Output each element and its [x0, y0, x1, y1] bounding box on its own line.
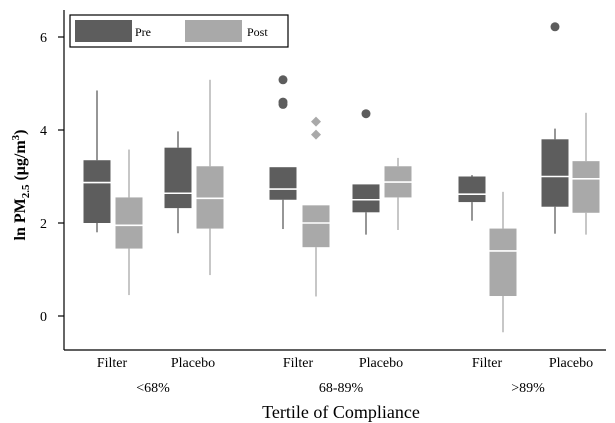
treatment-label: Placebo — [359, 356, 403, 371]
post-box — [572, 112, 600, 235]
post-box — [115, 149, 143, 296]
legend-swatch — [185, 20, 242, 42]
iqr-box — [115, 197, 143, 249]
y-tick-label: 2 — [40, 217, 47, 232]
treatment-label: Filter — [97, 356, 128, 371]
post-box — [196, 79, 224, 276]
y-axis-title-sup: 3 — [10, 134, 22, 140]
y-axis-title-close: ) — [12, 130, 29, 135]
x-labels: Filter Placebo<68%Filter Placebo68-89%Filt… — [97, 356, 593, 396]
y-tick-label: 4 — [40, 124, 47, 139]
legend-label: Post — [247, 25, 268, 39]
group-label: >89% — [511, 381, 545, 396]
y-axis-title: ln PM2.5 (μg/m3) — [10, 130, 32, 241]
pre-box — [164, 131, 192, 234]
outlier-point — [311, 129, 321, 140]
outlier-point — [311, 116, 321, 127]
iqr-box — [489, 228, 517, 297]
y-tick-label: 0 — [40, 310, 47, 325]
treatment-label: Filter — [283, 356, 314, 371]
post-box — [302, 116, 330, 297]
pre-box — [352, 109, 380, 235]
outlier-point — [278, 99, 288, 109]
outlier-point — [278, 75, 288, 85]
boxes — [83, 22, 600, 333]
iqr-box — [458, 176, 486, 203]
y-axis-title-text: ln PM2.5 (μg/m3) — [10, 130, 32, 241]
legend-label: Pre — [135, 25, 151, 39]
iqr-box — [541, 139, 569, 207]
y-axis-title-sub: 2.5 — [20, 184, 32, 198]
group-label: <68% — [136, 381, 170, 396]
outlier-point — [550, 22, 560, 32]
pre-box — [83, 90, 111, 233]
y-axis-title-unit: (μg/m — [12, 140, 29, 185]
pre-box — [541, 22, 569, 234]
y-axis-title-main: ln PM — [12, 198, 29, 240]
iqr-box — [572, 161, 600, 213]
pre-box — [269, 75, 297, 230]
iqr-box — [196, 166, 224, 229]
pre-box — [458, 175, 486, 221]
post-box — [489, 191, 517, 333]
group-label: 68-89% — [319, 381, 364, 396]
iqr-box — [164, 147, 192, 209]
treatment-label: Filter — [472, 356, 503, 371]
post-box — [384, 157, 412, 230]
iqr-box — [269, 167, 297, 200]
x-axis-title: Tertile of Compliance — [262, 402, 420, 422]
y-tick-label: 6 — [40, 31, 47, 46]
axes: 0 2 4 6 — [40, 10, 606, 351]
iqr-box — [352, 184, 380, 213]
treatment-label: Placebo — [171, 356, 215, 371]
iqr-box — [302, 205, 330, 248]
legend: Pre Post — [69, 14, 289, 48]
legend-swatch — [75, 20, 132, 42]
outlier-point — [361, 109, 371, 119]
treatment-label: Placebo — [549, 356, 593, 371]
iqr-box — [83, 160, 111, 223]
